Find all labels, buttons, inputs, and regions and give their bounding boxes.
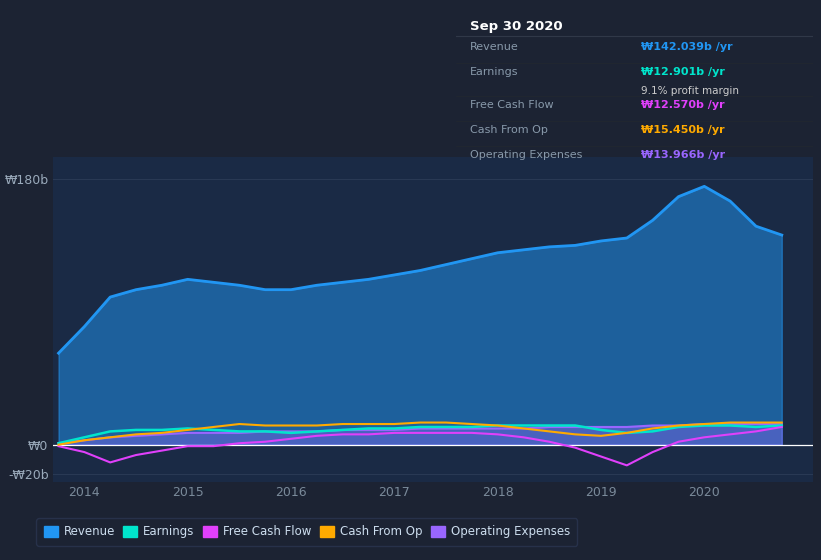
Text: Revenue: Revenue (470, 42, 519, 52)
Text: Earnings: Earnings (470, 67, 518, 77)
Legend: Revenue, Earnings, Free Cash Flow, Cash From Op, Operating Expenses: Revenue, Earnings, Free Cash Flow, Cash … (36, 519, 577, 545)
Text: ₩142.039b /yr: ₩142.039b /yr (641, 42, 733, 52)
Text: ₩12.570b /yr: ₩12.570b /yr (641, 100, 725, 110)
Text: ₩15.450b /yr: ₩15.450b /yr (641, 125, 725, 136)
Text: Free Cash Flow: Free Cash Flow (470, 100, 553, 110)
Text: ₩13.966b /yr: ₩13.966b /yr (641, 151, 726, 161)
Text: Cash From Op: Cash From Op (470, 125, 548, 136)
Text: ₩12.901b /yr: ₩12.901b /yr (641, 67, 725, 77)
Text: Operating Expenses: Operating Expenses (470, 151, 582, 161)
Text: 9.1% profit margin: 9.1% profit margin (641, 86, 740, 96)
Text: Sep 30 2020: Sep 30 2020 (470, 20, 562, 33)
